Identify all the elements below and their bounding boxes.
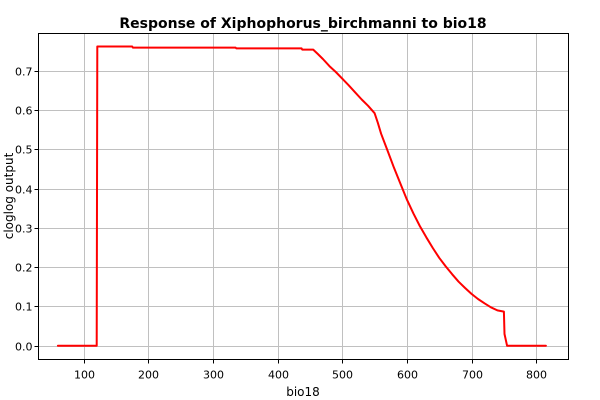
chart-title: Response of Xiphophorus_birchmanni to bi… (119, 16, 486, 32)
y-tick-label: 0.2 (15, 262, 33, 275)
x-tick-label: 600 (397, 369, 418, 382)
y-tick-label: 0.0 (15, 341, 33, 354)
x-tick-label: 200 (138, 369, 159, 382)
plot-frame (38, 33, 569, 360)
axis-ticks: 100 200 300 400 500 600 700 800 0.0 0.1 0.2 0.3 0.4 0… (15, 66, 547, 382)
x-tick-label: 300 (203, 369, 224, 382)
x-tick-label: 700 (462, 369, 483, 382)
series-layer (56, 45, 547, 347)
y-tick-label: 0.3 (15, 223, 33, 236)
x-tick-label: 400 (268, 369, 289, 382)
response-curve (56, 45, 547, 347)
y-tick-label: 0.7 (15, 66, 33, 79)
y-tick-label: 0.6 (15, 105, 33, 118)
grid (38, 33, 569, 360)
x-tick-label: 800 (526, 369, 547, 382)
x-axis-label: bio18 (286, 385, 320, 399)
y-axis-label: cloglog output (2, 152, 16, 239)
y-tick-label: 0.1 (15, 301, 33, 314)
y-tick-label: 0.5 (15, 144, 33, 157)
x-tick-label: 100 (74, 369, 95, 382)
y-tick-label: 0.4 (15, 184, 33, 197)
x-tick-label: 500 (332, 369, 353, 382)
